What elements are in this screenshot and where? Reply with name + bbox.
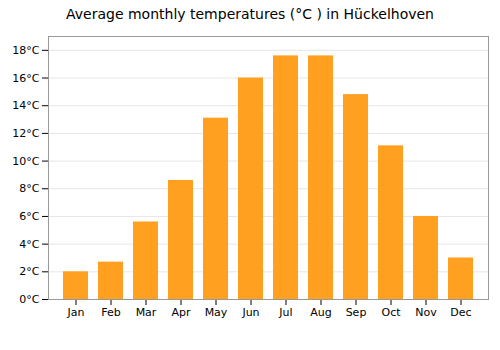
svg-text:Aug: Aug — [310, 306, 331, 319]
svg-text:2°C: 2°C — [19, 265, 39, 278]
svg-text:Dec: Dec — [450, 306, 471, 319]
svg-text:18°C: 18°C — [12, 44, 39, 57]
svg-text:0°C: 0°C — [19, 293, 39, 306]
svg-text:Mar: Mar — [136, 306, 157, 319]
svg-text:Feb: Feb — [101, 306, 120, 319]
svg-text:Jul: Jul — [278, 306, 292, 319]
html-text:Average monthly temperatures (: Average monthly temperatures (°C ) in Hü… — [66, 6, 434, 22]
svg-text:16°C: 16°C — [12, 72, 39, 85]
svg-text:Jan: Jan — [67, 306, 85, 319]
svg-text:12°C: 12°C — [12, 127, 39, 140]
svg-text:Apr: Apr — [171, 306, 191, 319]
svg-text:Jun: Jun — [241, 306, 259, 319]
svg-text:Oct: Oct — [381, 306, 401, 319]
svg-text:14°C: 14°C — [12, 99, 39, 112]
svg-text:10°C: 10°C — [12, 155, 39, 168]
svg-text:6°C: 6°C — [19, 210, 39, 223]
svg-text:8°C: 8°C — [19, 182, 39, 195]
svg-text:Sep: Sep — [346, 306, 367, 319]
svg-text:Nov: Nov — [415, 306, 437, 319]
svg-text:4°C: 4°C — [19, 238, 39, 251]
svg-text:May: May — [205, 306, 228, 319]
